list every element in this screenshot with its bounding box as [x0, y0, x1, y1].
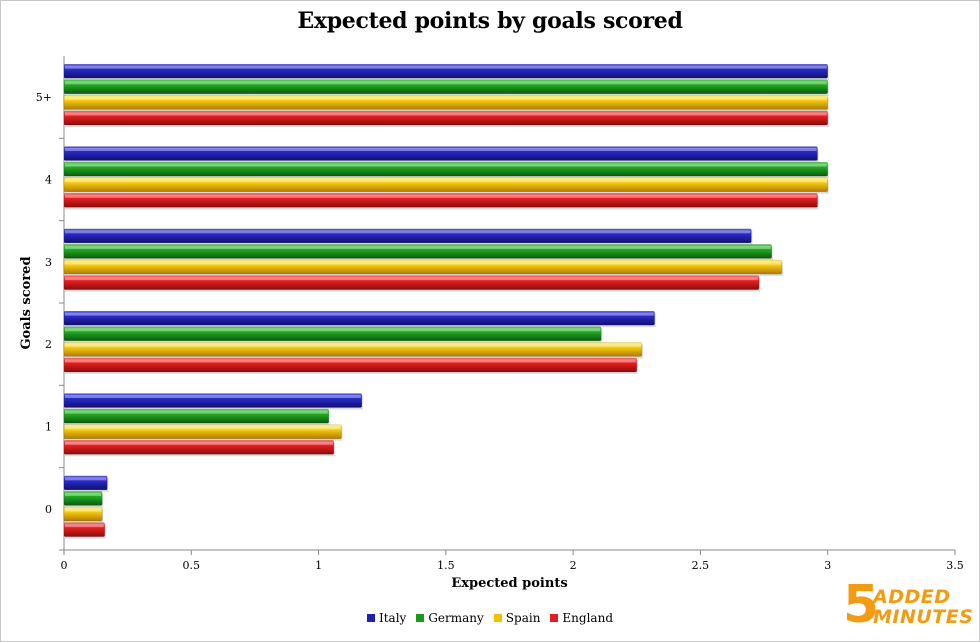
- bar-germany-5plus: [63, 79, 828, 95]
- x-tick-label: 0: [61, 559, 68, 572]
- bar-italy-2: [63, 310, 655, 326]
- legend-swatch: [416, 614, 425, 622]
- y-tick-label: 3: [45, 256, 52, 269]
- bar-england-0: [63, 522, 105, 537]
- bar-germany-0: [63, 491, 103, 506]
- axis-labels: 0 0.5 1 1.5 2 2.5 3 3.5 0 1 2 3 4 5+ Expected points Go…: [19, 91, 964, 591]
- bar-spain-2: [63, 342, 643, 357]
- bar-england-5plus: [63, 110, 828, 126]
- x-tick-label: 0.5: [183, 559, 201, 572]
- x-tick-label: 3: [824, 559, 831, 572]
- y-tick-label: 4: [45, 174, 52, 187]
- bar-spain-5plus: [63, 95, 828, 110]
- y-tick-label: 2: [45, 338, 52, 351]
- bar-highlight: [65, 96, 827, 100]
- bar-highlight: [65, 81, 827, 85]
- bar-highlight: [65, 148, 817, 151]
- bar-spain-0: [63, 506, 103, 522]
- bar-highlight: [65, 508, 102, 512]
- bar-germany-1: [63, 408, 330, 424]
- bar-spain-4: [63, 177, 828, 192]
- logo-line2: MINUTES: [873, 606, 974, 628]
- legend-label: Germany: [428, 611, 484, 625]
- bar-highlight: [65, 441, 333, 445]
- x-tick-label: 1.5: [437, 559, 455, 572]
- x-tick-label: 2.5: [692, 559, 710, 572]
- legend-item-spain: Spain: [493, 611, 541, 625]
- legend-item-germany: Germany: [416, 611, 484, 625]
- legend-swatch: [550, 614, 559, 622]
- y-tick-label: 0: [45, 503, 52, 516]
- bar-germany-2: [63, 326, 602, 342]
- bar-highlight: [65, 328, 601, 332]
- legend: Italy Germany Spain England: [0, 611, 980, 625]
- x-tick-label: 2: [570, 559, 577, 572]
- bar-highlight: [65, 179, 827, 183]
- chart-title: Expected points by goals scored: [297, 8, 683, 34]
- bar-highlight: [65, 112, 827, 116]
- bar-highlight: [65, 343, 641, 347]
- y-tick-label: 5+: [36, 91, 52, 104]
- x-tick-label: 3.5: [946, 559, 964, 572]
- axes: [59, 56, 956, 555]
- bar-england-4: [63, 193, 818, 208]
- bar-highlight: [65, 261, 781, 265]
- y-axis-title: Goals scored: [19, 256, 34, 349]
- bar-highlight: [65, 65, 827, 69]
- bar-italy-4: [63, 146, 818, 161]
- bar-highlight: [65, 426, 341, 430]
- bar-highlight: [65, 477, 107, 481]
- bar-highlight: [65, 410, 328, 414]
- y-tick-label: 1: [45, 421, 52, 434]
- legend-swatch: [366, 614, 375, 622]
- bar-germany-3: [63, 244, 772, 259]
- x-axis-title: Expected points: [451, 576, 567, 591]
- bar-highlight: [65, 359, 636, 363]
- bar-italy-5plus: [63, 63, 828, 79]
- bar-germany-4: [63, 161, 828, 177]
- bar-highlight: [65, 524, 104, 528]
- bar-highlight: [65, 194, 817, 198]
- legend-swatch: [493, 614, 502, 622]
- legend-label: Spain: [505, 611, 541, 625]
- bar-highlight: [65, 230, 751, 234]
- bar-highlight: [65, 163, 827, 167]
- bar-highlight: [65, 312, 654, 316]
- bar-england-2: [63, 357, 638, 373]
- bar-spain-1: [63, 424, 342, 439]
- legend-item-england: England: [550, 611, 613, 625]
- logo-number: 5: [843, 575, 880, 635]
- bar-italy-0: [63, 475, 108, 491]
- bar-highlight: [65, 492, 102, 496]
- bar-italy-3: [63, 228, 752, 244]
- bar-highlight: [65, 395, 361, 398]
- x-tick-label: 1: [315, 559, 322, 572]
- bar-england-1: [63, 440, 335, 455]
- 5-added-minutes-logo: 5 ADDED MINUTES: [843, 579, 973, 633]
- bar-spain-3: [63, 259, 783, 275]
- bar-highlight: [65, 277, 758, 281]
- bar-highlight: [65, 245, 771, 249]
- bar-italy-1: [63, 393, 363, 408]
- bar-england-3: [63, 275, 760, 290]
- logo-line1: ADDED: [873, 586, 951, 608]
- legend-item-italy: Italy: [366, 611, 407, 625]
- legend-label: Italy: [378, 611, 407, 625]
- bars: [63, 63, 829, 539]
- legend-label: England: [562, 611, 613, 625]
